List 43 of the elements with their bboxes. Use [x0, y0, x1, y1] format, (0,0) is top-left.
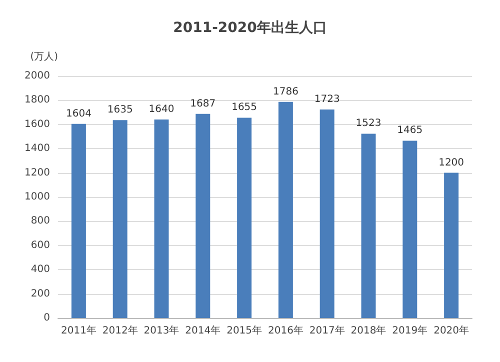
bar [112, 120, 128, 318]
y-tick-label: 400 [30, 264, 50, 276]
y-axis-title: (万人) [30, 52, 58, 62]
bar [320, 110, 334, 318]
bar [237, 118, 252, 318]
data-label: 1465 [397, 125, 423, 136]
x-tick-label: 2013年 [144, 324, 180, 336]
x-tick-label: 2016年 [268, 324, 304, 336]
bar [154, 120, 169, 318]
bar [196, 114, 210, 318]
y-tick-label: 600 [30, 240, 50, 251]
data-label: 1635 [107, 104, 133, 116]
data-label: 1687 [190, 98, 216, 110]
x-tick-label: 2020年 [434, 324, 470, 336]
y-tick-label: 200 [30, 288, 50, 300]
bar [278, 102, 293, 318]
bar [444, 172, 459, 318]
x-tick-label: 2018年 [350, 324, 386, 336]
data-label: 1640 [148, 104, 174, 116]
chart-title: 2011-2020年出生人口 [173, 20, 327, 36]
bar [71, 124, 86, 318]
data-label: 1655 [232, 102, 258, 114]
y-tick-label: 1600 [24, 118, 50, 130]
x-tick-label: 2012年 [102, 324, 138, 336]
data-label: 1523 [356, 118, 382, 130]
y-tick-label: 1800 [24, 94, 50, 106]
y-tick-label: 2000 [24, 70, 50, 82]
y-tick-label: 1400 [24, 143, 50, 154]
y-tick-label: 800 [30, 216, 50, 227]
x-tick-label: 2017年 [309, 324, 345, 336]
bar [361, 134, 376, 318]
y-tick-label: 1000 [24, 192, 50, 202]
y-tick-label: 0 [44, 312, 50, 324]
y-tick-label: 1200 [24, 167, 50, 178]
data-label: 1604 [66, 108, 92, 120]
x-tick-label: 2015年 [226, 324, 262, 336]
data-label: 1786 [272, 86, 298, 98]
x-tick-label: 2011年 [60, 324, 96, 336]
x-tick-label: 2014年 [185, 324, 221, 336]
data-label: 1723 [314, 94, 340, 106]
data-label: 1200 [438, 157, 464, 168]
x-tick-label: 2019年 [392, 324, 428, 336]
bar [402, 140, 418, 318]
